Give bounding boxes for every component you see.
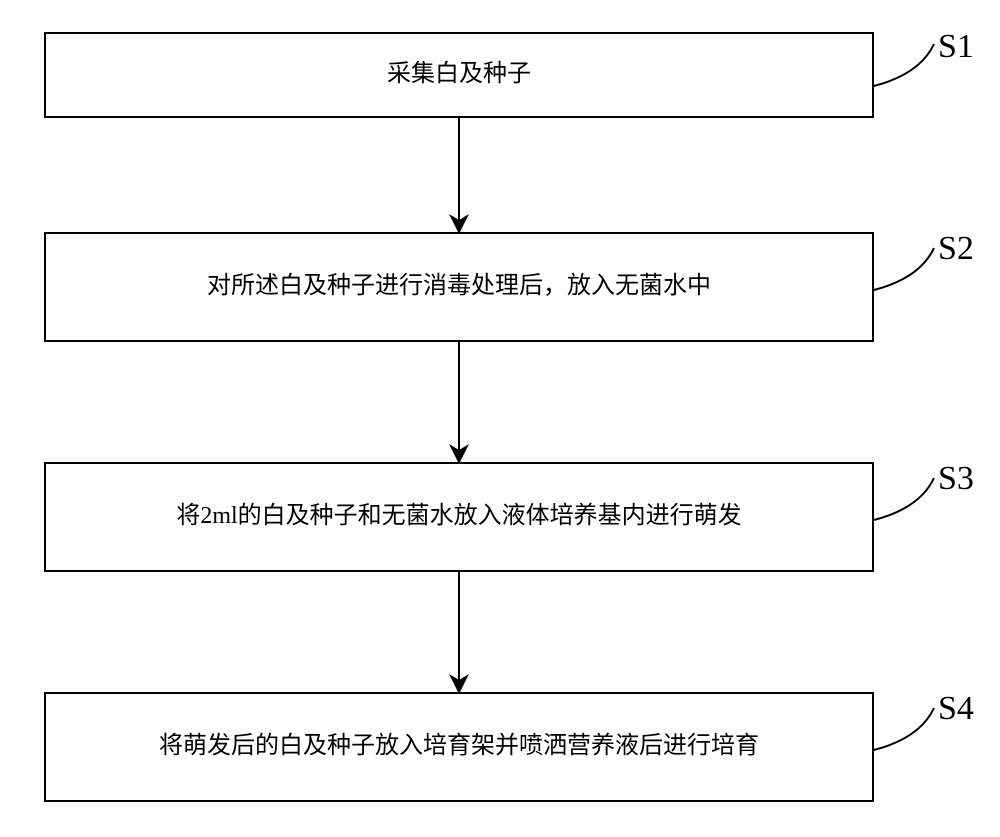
step-text-s2: 对所述白及种子进行消毒处理后，放入无菌水中 [207,270,711,304]
step-box-s1: 采集白及种子 [44,32,874,118]
label-connector-s2 [874,248,934,290]
step-box-s2: 对所述白及种子进行消毒处理后，放入无菌水中 [44,232,874,342]
step-label-s3: S3 [938,460,974,498]
label-connector-s3 [874,478,934,520]
flowchart-canvas: 采集白及种子 S1 对所述白及种子进行消毒处理后，放入无菌水中 S2 将2ml的白及种子… [0,0,1000,837]
label-connector-s4 [874,708,934,750]
step-text-s1: 采集白及种子 [387,58,531,92]
step-box-s3: 将2ml的白及种子和无菌水放入液体培养基内进行萌发 [44,462,874,572]
label-connector-s1 [874,44,934,86]
step-box-s4: 将萌发后的白及种子放入培育架并喷洒营养液后进行培育 [44,692,874,802]
step-label-s2: S2 [938,230,974,268]
step-text-s4: 将萌发后的白及种子放入培育架并喷洒营养液后进行培育 [159,730,759,764]
step-label-s4: S4 [938,690,974,728]
step-label-s1: S1 [938,28,974,66]
step-text-s3: 将2ml的白及种子和无菌水放入液体培养基内进行萌发 [176,500,741,534]
